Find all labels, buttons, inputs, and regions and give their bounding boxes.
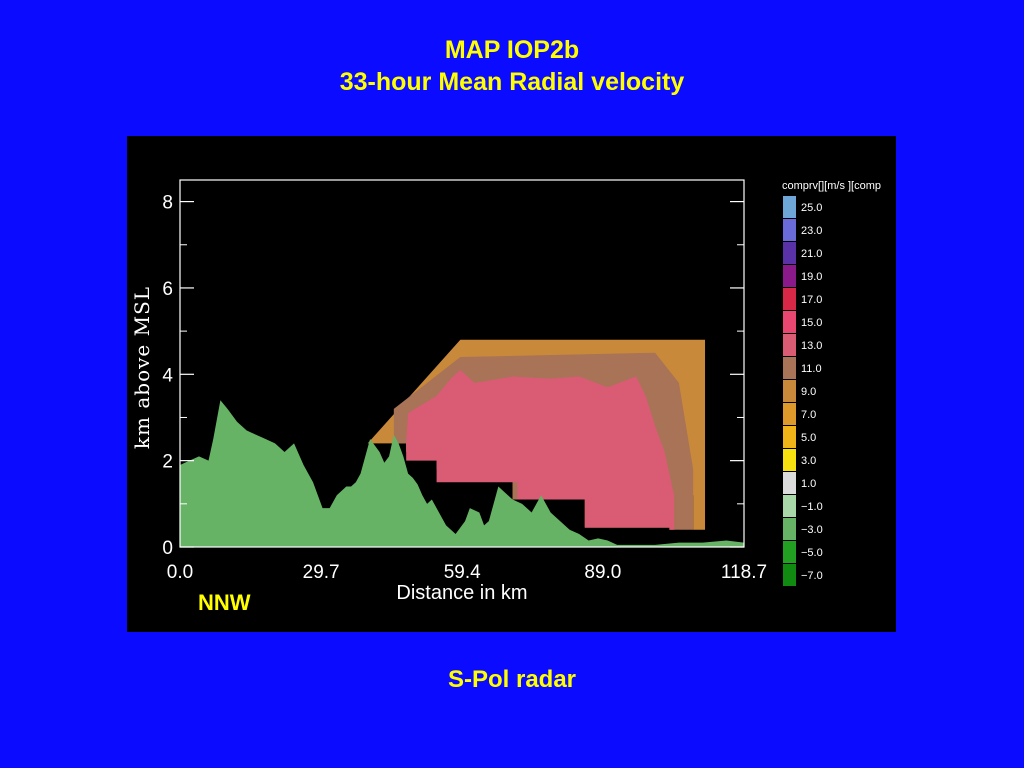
- colorbar-label: 19.0: [801, 271, 822, 283]
- y-tick-label: 4: [162, 365, 173, 386]
- slide-title: MAP IOP2b: [444, 36, 580, 64]
- terrain-profile: [180, 400, 744, 547]
- colorbar-label: 1.0: [801, 478, 816, 490]
- colorbar-label: 21.0: [801, 248, 822, 260]
- colorbar-label: 7.0: [801, 409, 816, 421]
- x-axis-title: Distance in km: [396, 582, 527, 604]
- colorbar-label: 5.0: [801, 432, 816, 444]
- colorbar-swatch: [783, 196, 796, 218]
- slide-subtitle: 33-hour Mean Radial velocity: [339, 68, 685, 96]
- caption: S-Pol radar: [447, 666, 577, 693]
- colorbar-swatch: [783, 288, 796, 310]
- colorbar-swatch: [783, 357, 796, 379]
- colorbar-label: 3.0: [801, 455, 816, 467]
- colorbar-label: −7.0: [801, 570, 823, 582]
- radar-figure-panel: 0 2 4 6 8 0.0 29.7 59.4 89.0 118.7 Distance in km …: [127, 136, 896, 632]
- colorbar-label: 23.0: [801, 225, 822, 237]
- colorbar-swatch: [783, 518, 796, 540]
- colorbar-swatch: [783, 472, 796, 494]
- colorbar-swatch: [783, 403, 796, 425]
- colorbar-swatch: [783, 242, 796, 264]
- colorbar-swatch: [783, 495, 796, 517]
- x-tick-label: 0.0: [167, 562, 193, 583]
- y-tick-label: 0: [162, 538, 173, 559]
- colorbar-label: 15.0: [801, 317, 822, 329]
- colorbar-label: 11.0: [801, 363, 822, 375]
- colorbar-swatch: [783, 380, 796, 402]
- colorbar-label: −1.0: [801, 501, 823, 513]
- x-tick-label: 118.7: [721, 562, 767, 583]
- colorbar-label: −5.0: [801, 547, 823, 559]
- colorbar-swatch: [783, 426, 796, 448]
- colorbar-label: 25.0: [801, 202, 822, 214]
- y-tick-label: 6: [162, 279, 173, 300]
- colorbar-swatch: [783, 449, 796, 471]
- colorbar-label: 17.0: [801, 294, 822, 306]
- y-axis-title: km above MSL: [130, 286, 154, 449]
- colorbar-label: −3.0: [801, 524, 823, 536]
- colorbar-label: 13.0: [801, 340, 822, 352]
- colorbar-label: 9.0: [801, 386, 816, 398]
- colorbar-swatch: [783, 219, 796, 241]
- x-tick-label: 89.0: [584, 562, 621, 583]
- y-tick-label: 8: [162, 193, 173, 214]
- x-tick-label: 29.7: [303, 562, 340, 583]
- y-tick-label: 2: [162, 452, 173, 473]
- velocity-region-13-0: [406, 369, 675, 530]
- colorbar-swatch: [783, 311, 796, 333]
- colorbar-swatch: [783, 564, 796, 586]
- direction-label: NNW: [198, 590, 251, 615]
- plot-frame: [179, 179, 745, 548]
- colorbar-swatch: [783, 265, 796, 287]
- x-tick-label: 59.4: [444, 562, 481, 583]
- colorbar-title: comprv[][m/s ][comp: [782, 180, 881, 192]
- colorbar-swatch: [783, 334, 796, 356]
- colorbar-swatch: [783, 541, 796, 563]
